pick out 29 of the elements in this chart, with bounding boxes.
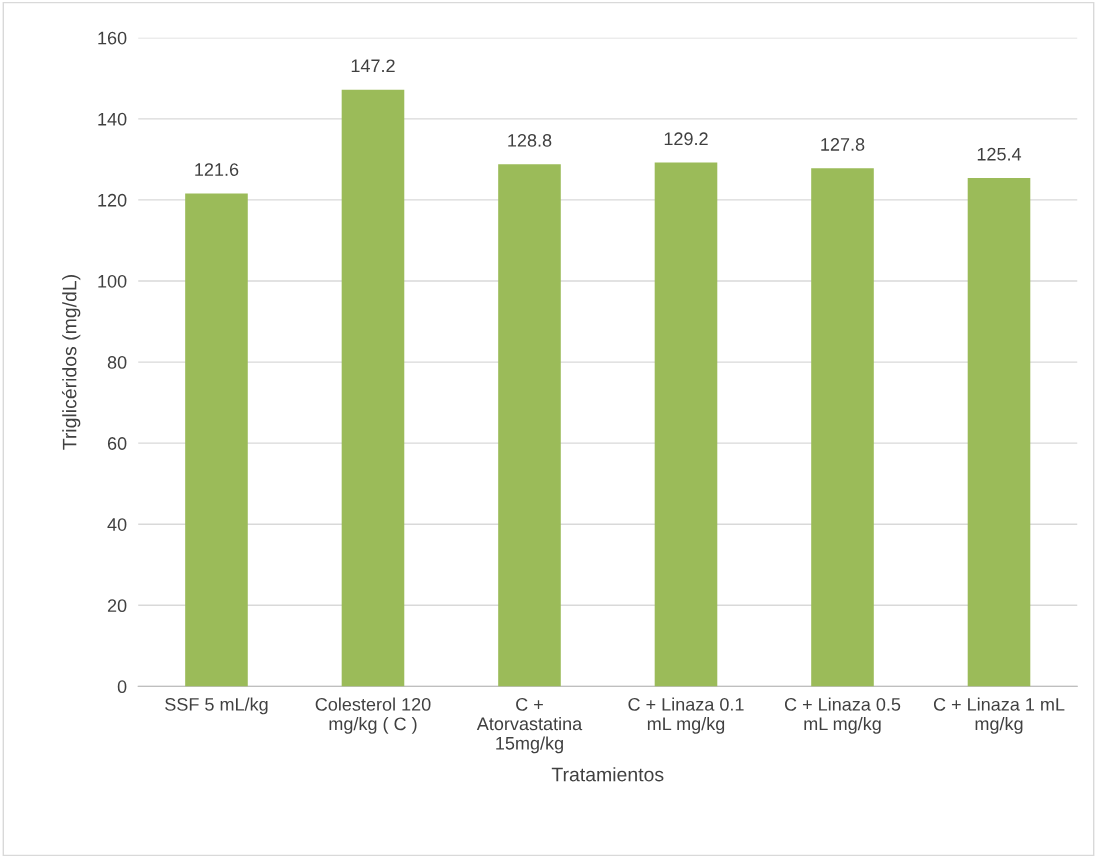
data-label: 128.8: [508, 134, 552, 147]
x-tick-label: C + Linaza 0.1 mL mg/kg: [628, 697, 744, 734]
bar: [654, 162, 718, 687]
y-tick-label: 160: [98, 31, 127, 45]
data-label: 127.8: [821, 138, 865, 151]
bar: [185, 193, 248, 687]
x-tick-label: C + Atorvastatina 15mg/kg: [476, 697, 583, 754]
y-tick-label: 80: [107, 356, 127, 369]
bar: [498, 164, 561, 687]
y-tick-label: 60: [107, 437, 127, 450]
bar: [967, 178, 1031, 687]
x-tick-label: C + Linaza 0.5 mL mg/kg: [784, 697, 901, 734]
data-label: 147.2: [351, 59, 395, 73]
y-tick-label: 140: [98, 112, 127, 126]
y-axis-title: Triglicéridos (mg/dL): [61, 275, 81, 450]
data-label: 121.6: [195, 163, 239, 176]
y-tick-label: 100: [98, 274, 127, 288]
bar: [341, 89, 405, 687]
x-axis-title: Tratamientos: [551, 767, 664, 782]
data-label: 129.2: [664, 132, 708, 146]
x-tick-label: Colesterol 120 mg/kg ( C ): [315, 697, 431, 734]
y-tick-label: 0: [117, 680, 127, 694]
y-tick-label: 20: [107, 599, 127, 613]
bar: [811, 168, 874, 687]
y-tick-label: 40: [107, 518, 127, 531]
x-tick-label: C + Linaza 1 mL mg/kg: [933, 697, 1065, 734]
y-tick-label: 120: [98, 193, 127, 207]
x-tick-label: SSF 5 mL/kg: [165, 697, 268, 715]
data-label: 125.4: [977, 147, 1022, 161]
